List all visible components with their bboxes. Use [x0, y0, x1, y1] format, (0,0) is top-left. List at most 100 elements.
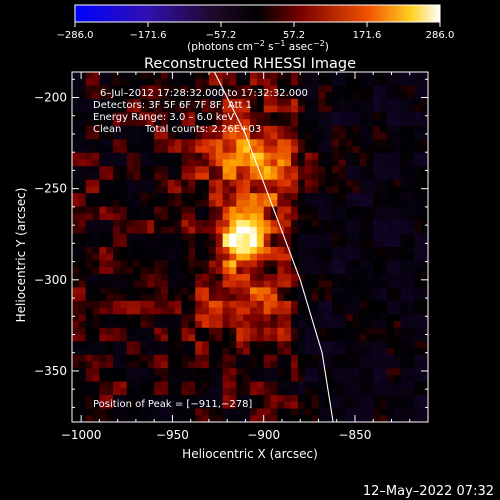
- heatmap-cell: [250, 125, 258, 133]
- heatmap-cell: [167, 347, 176, 356]
- heatmap-cell: [414, 408, 422, 416]
- heatmap-cell: [174, 78, 182, 86]
- heatmap-cell: [99, 139, 107, 147]
- heatmap-cell: [140, 347, 148, 356]
- heatmap-cell: [243, 381, 251, 389]
- heatmap-cell: [325, 327, 333, 335]
- heatmap-cell: [188, 112, 196, 120]
- heatmap-cell: [380, 152, 388, 160]
- y-tick-label: −350: [34, 364, 67, 378]
- heatmap-cell: [386, 199, 395, 208]
- heatmap-cell: [181, 159, 189, 167]
- heatmap-cell: [195, 146, 203, 154]
- heatmap-cell: [188, 105, 196, 113]
- heatmap-cell: [366, 314, 374, 322]
- heatmap-cell: [380, 287, 388, 295]
- heatmap-cell: [229, 186, 237, 194]
- heatmap-cell: [284, 374, 292, 383]
- heatmap-cell: [393, 172, 402, 181]
- heatmap-cell: [222, 85, 230, 93]
- heatmap-cell: [99, 220, 107, 228]
- heatmap-cell: [297, 105, 306, 113]
- heatmap-cell: [119, 415, 128, 422]
- heatmap-cell: [284, 368, 292, 376]
- heatmap-cell: [243, 112, 251, 120]
- heatmap-cell: [133, 179, 141, 187]
- heatmap-cell: [250, 112, 258, 120]
- heatmap-cell: [78, 408, 87, 416]
- heatmap-cell: [174, 85, 182, 93]
- heatmap-cell: [297, 314, 306, 322]
- heatmap-cell: [133, 408, 141, 416]
- heatmap-cell: [167, 213, 176, 221]
- heatmap-cell: [154, 321, 162, 329]
- heatmap-cell: [256, 287, 265, 295]
- heatmap-cell: [291, 395, 299, 403]
- heatmap-cell: [366, 226, 374, 234]
- heatmap-cell: [174, 341, 182, 349]
- heatmap-cell: [263, 233, 271, 241]
- heatmap-cell: [270, 193, 278, 201]
- heatmap-cell: [270, 388, 278, 396]
- heatmap-cell: [222, 159, 230, 167]
- heatmap-cell: [140, 401, 148, 409]
- heatmap-cell: [174, 213, 182, 221]
- heatmap-cell: [386, 139, 395, 147]
- heatmap-cell: [400, 347, 408, 356]
- heatmap-cell: [72, 273, 80, 282]
- heatmap-cell: [421, 213, 428, 221]
- heatmap-cell: [332, 287, 340, 295]
- heatmap-cell: [366, 280, 374, 288]
- heatmap-cell: [318, 321, 326, 329]
- solar-limb-line: [213, 72, 334, 422]
- heatmap-cell: [119, 314, 128, 322]
- heatmap-cell: [318, 85, 326, 93]
- heatmap-cell: [174, 193, 182, 201]
- heatmap-cell: [92, 199, 100, 208]
- heatmap-cell: [373, 78, 381, 86]
- heatmap-cell: [113, 415, 121, 422]
- heatmap-cell: [236, 395, 244, 403]
- heatmap-cell: [407, 280, 415, 288]
- heatmap-cell: [174, 307, 182, 315]
- heatmap-cell: [386, 85, 395, 93]
- heatmap-cell: [373, 146, 381, 154]
- heatmap-cell: [222, 226, 230, 234]
- heatmap-cell: [188, 98, 196, 107]
- chart-title: Reconstructed RHESSI Image: [144, 56, 356, 72]
- heatmap-cell: [325, 368, 333, 376]
- heatmap-cell: [304, 193, 313, 201]
- heatmap-cell: [126, 307, 135, 315]
- heatmap-cell: [386, 287, 395, 295]
- heatmap-cell: [202, 166, 210, 174]
- heatmap-cell: [85, 287, 93, 295]
- heatmap-cell: [181, 220, 189, 228]
- heatmap-cell: [78, 152, 87, 160]
- heatmap-cell: [229, 119, 237, 127]
- heatmap-cell: [78, 85, 87, 93]
- heatmap-cell: [215, 280, 224, 288]
- heatmap-cell: [339, 401, 347, 409]
- heatmap-cell: [393, 92, 402, 100]
- heatmap-cell: [291, 233, 299, 241]
- heatmap-cell: [99, 179, 107, 187]
- heatmap-cell: [407, 300, 415, 308]
- heatmap-cell: [181, 374, 189, 383]
- heatmap-cell: [284, 220, 292, 228]
- heatmap-cell: [195, 327, 203, 335]
- heatmap-cell: [421, 220, 428, 228]
- heatmap-cell: [167, 294, 176, 302]
- heatmap-cell: [359, 287, 367, 295]
- heatmap-cell: [181, 401, 189, 409]
- heatmap-cell: [386, 159, 395, 167]
- heatmap-cell: [318, 334, 326, 342]
- heatmap-cell: [256, 98, 265, 107]
- heatmap-cell: [167, 240, 176, 248]
- heatmap-cell: [345, 368, 354, 376]
- heatmap-cell: [85, 354, 93, 362]
- heatmap-cell: [229, 159, 237, 167]
- heatmap-cell: [167, 233, 176, 241]
- heatmap-cell: [113, 300, 121, 308]
- heatmap-cell: [113, 247, 121, 255]
